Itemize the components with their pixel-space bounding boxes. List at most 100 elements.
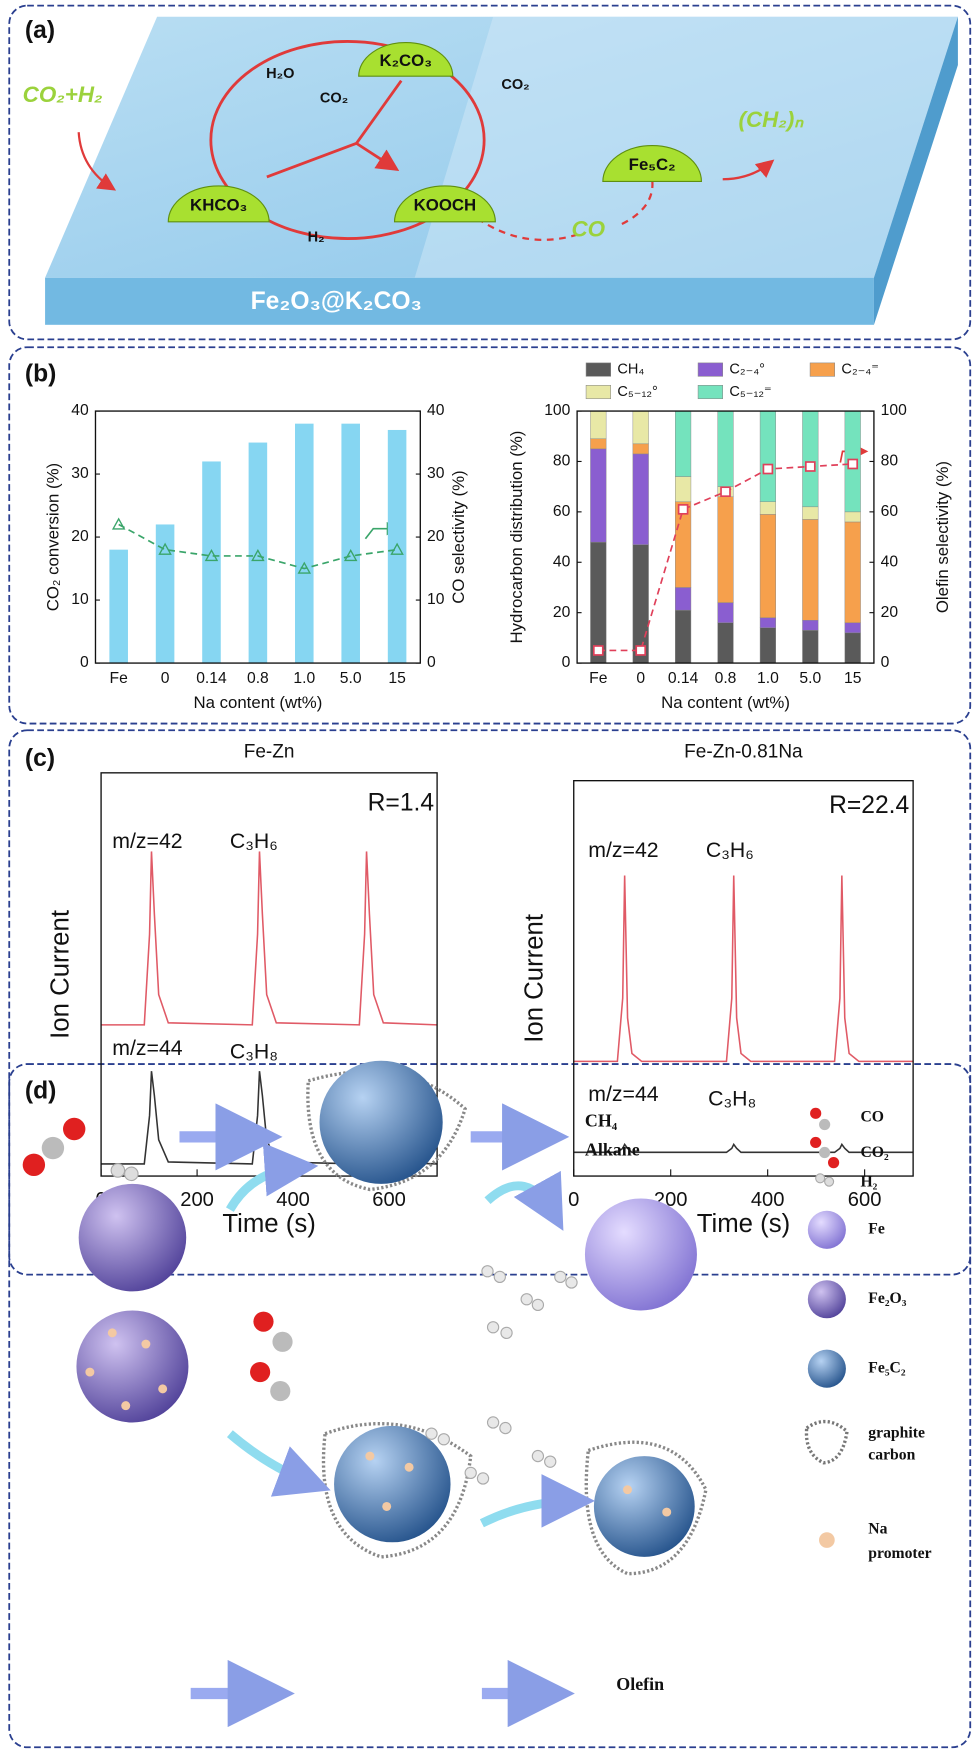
feed-label: CO₂+H₂ — [23, 82, 103, 107]
y2-tick-label: 20 — [427, 528, 445, 545]
y-tick-label: 10 — [71, 591, 89, 608]
legend-swatch — [809, 362, 835, 377]
chart-title: Fe-Zn — [244, 742, 295, 763]
x-tick-label: 1.0 — [757, 670, 779, 687]
y2-axis-label: Olefin selectivity (%) — [933, 461, 952, 613]
bar — [590, 448, 607, 543]
legend-label: C₅₋₁₂° — [617, 384, 657, 400]
bar — [717, 410, 734, 487]
fe5c2-sphere — [334, 1425, 451, 1543]
y-tick-label: 40 — [553, 553, 571, 570]
plot-frame — [573, 780, 914, 1177]
x-axis-label: Time (s) — [697, 1210, 790, 1238]
species-dome — [602, 145, 702, 183]
legend-label: C₅₋₁₂⁼ — [729, 384, 771, 400]
panel-label: (b) — [25, 361, 56, 388]
bar — [759, 410, 776, 503]
marker — [592, 645, 604, 656]
substrate-label: Fe₂O₃@K₂CO₃ — [251, 288, 422, 315]
species-dome — [358, 42, 454, 77]
x-tick-label: 5.0 — [340, 670, 362, 687]
marker — [297, 561, 312, 574]
co2-molecule — [22, 1117, 86, 1177]
product-label: CH₄ — [585, 1110, 618, 1130]
species-dome — [393, 185, 496, 223]
bar — [802, 506, 819, 520]
slab-side — [873, 16, 958, 325]
y-axis-label: Hydrocarbon distribution (%) — [507, 431, 526, 644]
x-tick-label: 0.14 — [668, 670, 699, 687]
bar — [759, 627, 776, 664]
molecule-label: CO₂ — [501, 77, 529, 93]
marker — [204, 548, 219, 562]
bar — [717, 622, 734, 664]
legend-icons — [804, 1107, 849, 1548]
plot-frame — [576, 410, 875, 664]
bar — [675, 609, 692, 664]
marker — [343, 548, 358, 562]
x-tick-label: 1.0 — [293, 670, 315, 687]
bar — [759, 501, 776, 515]
bar — [675, 587, 692, 611]
x-axis-label: Na content (wt%) — [193, 693, 322, 712]
bar — [109, 549, 128, 664]
fe5c2-sphere — [319, 1060, 443, 1184]
cycle — [209, 40, 486, 240]
panel-label: (d) — [25, 1078, 56, 1105]
series-line — [118, 523, 398, 570]
legend-label: C₂₋₄⁼ — [841, 361, 878, 377]
fe2o3-sphere — [78, 1183, 187, 1292]
bar — [387, 429, 407, 664]
y-tick-label: 20 — [553, 604, 571, 621]
marker — [720, 486, 731, 498]
bar — [802, 630, 819, 664]
h2-molecule — [110, 1163, 139, 1182]
legend-swatch — [585, 362, 611, 377]
x-axis-label: Na content (wt%) — [661, 693, 790, 712]
fe2o3-na-sphere — [76, 1310, 189, 1423]
marker — [635, 645, 647, 656]
y2-tick-label: 20 — [881, 604, 899, 621]
bar — [632, 410, 649, 445]
annotation: C₃H₆ — [706, 838, 754, 862]
annotation: m/z=44 — [112, 1036, 183, 1060]
molecule-label: H₂ — [308, 229, 325, 245]
y2-tick-label: 30 — [427, 465, 445, 482]
bar — [590, 410, 607, 440]
bar — [802, 519, 819, 621]
panel-frame — [8, 4, 972, 341]
marker — [804, 461, 816, 472]
y-tick-label: 20 — [71, 528, 89, 545]
y-tick-label: 0 — [80, 654, 89, 671]
y2-axis-label: CO selectivity (%) — [449, 470, 468, 603]
y-tick-label: 40 — [71, 402, 89, 419]
bar — [802, 410, 819, 508]
molecule-label: H₂O — [266, 66, 294, 82]
marker — [111, 517, 126, 530]
panel-a: Fe₂O₃@K₂CO₃ CO₂+H₂ K₂CO₃ KHCO₃ KOOCH Fe₅… — [23, 16, 958, 325]
marker — [251, 548, 265, 562]
bar — [590, 541, 607, 664]
bar — [802, 620, 819, 631]
y2-tick-label: 10 — [427, 591, 445, 608]
legend-label: Na — [868, 1521, 887, 1538]
legend-label: Fe — [868, 1220, 885, 1237]
legend-swatch — [585, 385, 611, 400]
y-tick-label: 30 — [71, 465, 89, 482]
legend-swatch — [697, 362, 723, 377]
bar — [248, 442, 268, 664]
legend-label: H₂ — [860, 1173, 877, 1190]
curved-arrow — [226, 1430, 331, 1497]
bar — [632, 443, 649, 455]
panel-label: (c) — [25, 745, 55, 772]
marker — [762, 463, 774, 475]
species-label: K₂CO₃ — [379, 51, 432, 70]
fe5c2-sphere — [593, 1456, 695, 1557]
marker — [390, 542, 404, 555]
annotation: R=22.4 — [829, 792, 909, 819]
bar — [717, 602, 734, 623]
y-tick-label: 60 — [553, 503, 571, 520]
bar — [675, 410, 692, 477]
y2-tick-label: 100 — [881, 402, 907, 419]
